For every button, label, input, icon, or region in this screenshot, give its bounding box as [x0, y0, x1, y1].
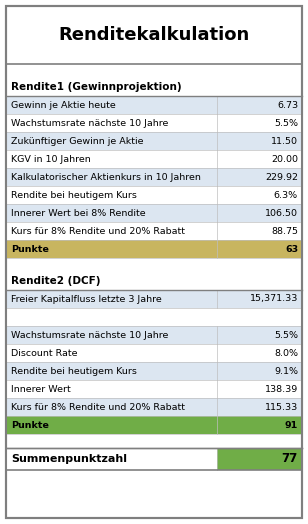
Text: 138.39: 138.39	[265, 385, 298, 394]
Bar	[6, 186, 302, 204]
Bar	[6, 416, 302, 434]
Bar	[217, 448, 302, 470]
Bar	[6, 398, 302, 416]
Text: Renditekalkulation: Renditekalkulation	[59, 26, 249, 44]
Text: Rendite1 (Gewinnprojektion): Rendite1 (Gewinnprojektion)	[11, 82, 182, 92]
Text: Kurs für 8% Rendite und 20% Rabatt: Kurs für 8% Rendite und 20% Rabatt	[11, 402, 185, 411]
Text: 229.92: 229.92	[265, 172, 298, 181]
Text: Summenpunktzahl: Summenpunktzahl	[11, 454, 127, 464]
Text: 5.5%: 5.5%	[274, 331, 298, 340]
Text: 115.33: 115.33	[265, 402, 298, 411]
Bar	[6, 362, 302, 380]
Text: 77: 77	[282, 453, 298, 465]
Text: 88.75: 88.75	[271, 226, 298, 235]
Bar	[6, 150, 302, 168]
Text: Punkte: Punkte	[11, 420, 49, 430]
Text: Rendite2 (DCF): Rendite2 (DCF)	[11, 276, 100, 286]
Text: 5.5%: 5.5%	[274, 118, 298, 127]
Bar	[6, 344, 302, 362]
Text: 63: 63	[285, 245, 298, 254]
Bar	[6, 326, 302, 344]
Text: Punkte: Punkte	[11, 245, 49, 254]
Bar	[6, 132, 302, 150]
Text: 8.0%: 8.0%	[274, 348, 298, 357]
Text: Kurs für 8% Rendite und 20% Rabatt: Kurs für 8% Rendite und 20% Rabatt	[11, 226, 185, 235]
Text: 9.1%: 9.1%	[274, 366, 298, 376]
Bar	[6, 222, 302, 240]
Text: Freier Kapitalfluss letzte 3 Jahre: Freier Kapitalfluss letzte 3 Jahre	[11, 294, 162, 303]
Text: Rendite bei heutigem Kurs: Rendite bei heutigem Kurs	[11, 366, 137, 376]
Text: 106.50: 106.50	[265, 209, 298, 217]
Bar	[6, 448, 217, 470]
Text: Zukünftiger Gewinn je Aktie: Zukünftiger Gewinn je Aktie	[11, 136, 144, 146]
Text: Innerer Wert bei 8% Rendite: Innerer Wert bei 8% Rendite	[11, 209, 146, 217]
Text: Discount Rate: Discount Rate	[11, 348, 78, 357]
Text: 11.50: 11.50	[271, 136, 298, 146]
Text: 15,371.33: 15,371.33	[249, 294, 298, 303]
Bar	[6, 308, 302, 326]
Text: 6.73: 6.73	[277, 101, 298, 110]
Bar	[6, 290, 302, 308]
Bar	[6, 96, 302, 114]
Text: Rendite bei heutigem Kurs: Rendite bei heutigem Kurs	[11, 191, 137, 200]
Text: Innerer Wert: Innerer Wert	[11, 385, 71, 394]
Text: 6.3%: 6.3%	[274, 191, 298, 200]
Bar	[6, 114, 302, 132]
Text: Kalkulatorischer Aktienkurs in 10 Jahren: Kalkulatorischer Aktienkurs in 10 Jahren	[11, 172, 201, 181]
Bar	[6, 204, 302, 222]
Bar	[6, 380, 302, 398]
Text: Gewinn je Aktie heute: Gewinn je Aktie heute	[11, 101, 116, 110]
Text: Wachstumsrate nächste 10 Jahre: Wachstumsrate nächste 10 Jahre	[11, 331, 168, 340]
Text: KGV in 10 Jahren: KGV in 10 Jahren	[11, 155, 91, 163]
Text: Wachstumsrate nächste 10 Jahre: Wachstumsrate nächste 10 Jahre	[11, 118, 168, 127]
Bar	[6, 240, 302, 258]
Bar	[6, 168, 302, 186]
Text: 91: 91	[285, 420, 298, 430]
Text: 20.00: 20.00	[271, 155, 298, 163]
